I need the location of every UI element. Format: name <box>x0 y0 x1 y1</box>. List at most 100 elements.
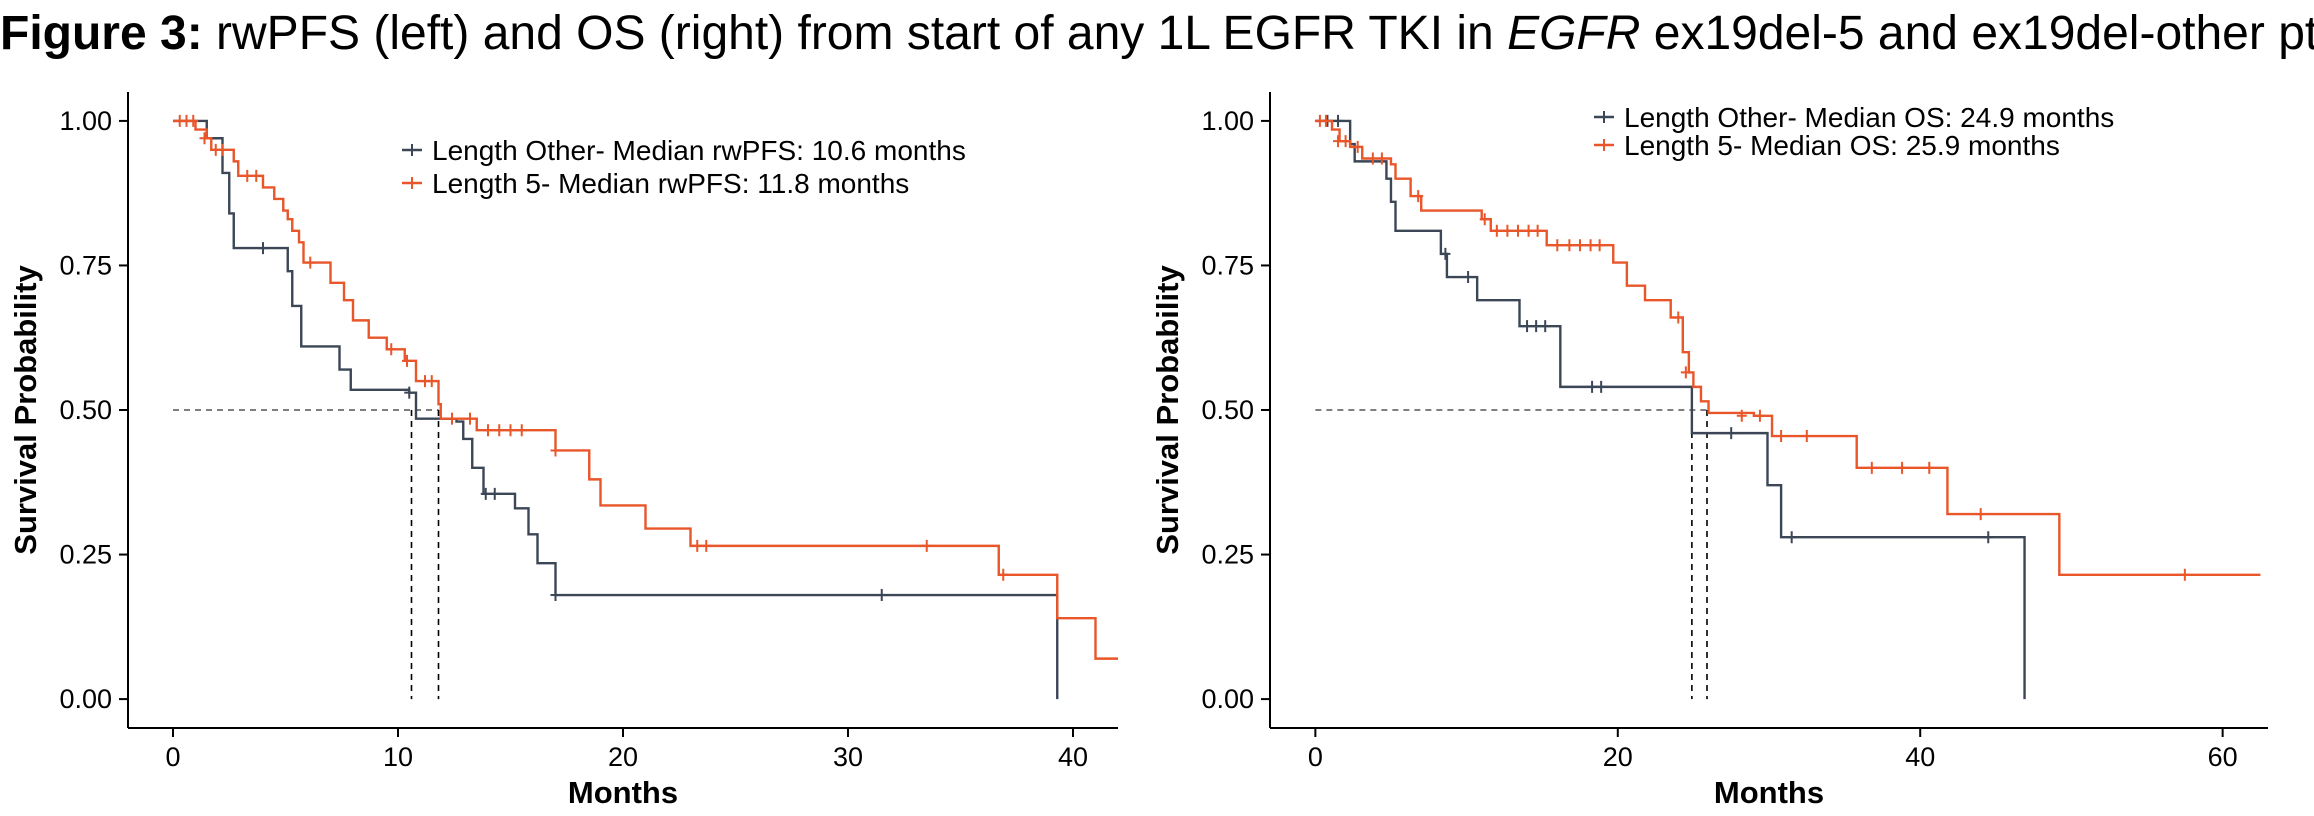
os-censor-mark-five <box>1367 152 1378 165</box>
figure-text-b: ex19del-5 and ex19del-other pts <box>1640 7 2314 60</box>
os-censor-mark-five <box>1512 224 1523 237</box>
rwpfs-censor-mark-other <box>489 487 500 500</box>
rwpfs-x-tick-label: 10 <box>383 742 413 772</box>
os-censor-mark-five <box>1866 461 1877 474</box>
os-censor-mark-five <box>1776 430 1787 443</box>
rwpfs-censor-mark-other <box>876 589 887 602</box>
os-censor-mark-five <box>1532 224 1543 237</box>
os-curve-other <box>1315 119 2026 700</box>
os-y-tick-label: 0.75 <box>1201 250 1254 280</box>
os-censor-mark-five <box>1376 152 1387 165</box>
os-censor-mark-five <box>1413 190 1424 203</box>
rwpfs-x-tick-label: 40 <box>1058 742 1088 772</box>
os-censor-mark-five <box>1754 409 1765 422</box>
rwpfs-censor-mark-five <box>305 256 316 269</box>
os-censor-mark-other <box>1983 531 1994 544</box>
os-censor-mark-other <box>1786 531 1797 544</box>
rwpfs-censor-mark-five <box>550 444 561 457</box>
os-x-tick-label: 40 <box>1905 742 1935 772</box>
rwpfs-censor-mark-five <box>516 424 527 437</box>
os-censor-mark-five <box>1680 366 1691 379</box>
os-censor-mark-other <box>1463 271 1474 284</box>
os-censor-mark-five <box>1352 140 1363 153</box>
rwpfs-censor-mark-five <box>465 412 475 425</box>
rwpfs-censor-mark-five <box>505 424 516 437</box>
os-censor-mark-five <box>1502 224 1513 237</box>
rwpfs-y-tick-label: 0.00 <box>59 684 112 714</box>
os-legend-label: Length Other- Median OS: 24.9 months <box>1624 102 2114 133</box>
rwpfs-censor-mark-five <box>483 424 493 437</box>
os-x-axis-title: Months <box>1714 775 1824 810</box>
rwpfs-censor-mark-five <box>242 169 253 182</box>
rwpfs-censor-mark-five <box>701 539 712 552</box>
os-y-axis-title: Survival Probability <box>1150 265 1185 555</box>
os-y-tick-label: 0.50 <box>1201 395 1254 425</box>
rwpfs-censor-mark-other <box>404 386 415 399</box>
rwpfs-censor-mark-five <box>199 132 210 145</box>
os-censor-mark-five <box>1897 461 1908 474</box>
rwpfs-censor-mark-five <box>386 343 397 356</box>
figure-title: Figure 3: rwPFS (left) and OS (right) fr… <box>0 6 2314 61</box>
rwpfs-y-tick-label: 0.75 <box>59 250 112 280</box>
rwpfs-censor-mark-five <box>426 375 437 388</box>
rwpfs-y-tick-label: 0.25 <box>59 540 112 570</box>
os-censor-mark-five <box>1340 135 1351 148</box>
rwpfs-x-tick-label: 30 <box>833 742 863 772</box>
rwpfs-censor-mark-other <box>258 242 268 255</box>
os-censor-mark-other <box>1726 427 1737 440</box>
os-y-tick-label: 1.00 <box>1201 106 1254 136</box>
os-censor-mark-other <box>1333 114 1344 127</box>
os-censor-mark-five <box>1491 224 1502 237</box>
rwpfs-x-tick-label: 0 <box>165 742 180 772</box>
os-censor-mark-five <box>1523 224 1534 237</box>
rwpfs-censor-mark-other <box>550 589 561 602</box>
os-censor-mark-five <box>1924 461 1935 474</box>
os-y-tick-label: 0.25 <box>1201 540 1254 570</box>
os-censor-mark-five <box>1975 508 1986 521</box>
os-x-tick-label: 60 <box>2208 742 2238 772</box>
rwpfs-y-axis-title: Survival Probability <box>8 265 43 555</box>
os-censor-mark-other <box>1596 380 1607 393</box>
os-y-tick-label: 0.00 <box>1201 684 1254 714</box>
rwpfs-legend-label: Length Other- Median rwPFS: 10.6 months <box>432 135 966 166</box>
os-censor-mark-five <box>1736 409 1747 422</box>
os-censor-mark-other <box>1587 380 1598 393</box>
figure-gene: EGFR <box>1507 7 1641 60</box>
rwpfs-legend-label: Length 5- Median rwPFS: 11.8 months <box>432 168 909 199</box>
rwpfs-x-axis-title: Months <box>568 775 678 810</box>
rwpfs-censor-mark-five <box>251 169 262 182</box>
figure-text-a: rwPFS (left) and OS (right) from start o… <box>202 7 1508 60</box>
rwpfs-censor-mark-five <box>188 114 199 127</box>
rwpfs-y-tick-label: 1.00 <box>59 106 112 136</box>
rwpfs-censor-mark-five <box>447 412 457 425</box>
rwpfs-censor-mark-five <box>998 568 1009 581</box>
os-censor-mark-five <box>1801 430 1812 443</box>
rwpfs-y-tick-label: 0.50 <box>59 395 112 425</box>
rwpfs-x-tick-label: 20 <box>608 742 638 772</box>
os-censor-mark-five <box>1552 239 1563 252</box>
os-curve-five <box>1315 119 2261 576</box>
os-censor-mark-five <box>1564 239 1575 252</box>
os-x-tick-label: 20 <box>1603 742 1633 772</box>
os-censor-mark-other <box>1440 247 1451 260</box>
figure-label: Figure 3: <box>0 7 203 60</box>
rwpfs-censor-mark-five <box>402 354 412 367</box>
os-censor-mark-other <box>1540 320 1551 333</box>
rwpfs-censor-mark-five <box>921 539 932 552</box>
os-legend-label: Length 5- Median OS: 25.9 months <box>1624 130 2060 161</box>
os-censor-mark-five <box>1585 239 1596 252</box>
os-censor-mark-other <box>1522 320 1533 333</box>
os-censor-mark-five <box>1479 213 1490 226</box>
os-censor-mark-five <box>1574 239 1585 252</box>
os-censor-mark-five <box>2179 568 2190 581</box>
rwpfs-censor-mark-five <box>692 539 703 552</box>
os-censor-mark-five <box>1594 239 1605 252</box>
os-censor-mark-five <box>1320 114 1331 127</box>
rwpfs-censor-mark-other <box>480 487 491 500</box>
rwpfs-censor-mark-five <box>217 143 228 156</box>
os-censor-mark-five <box>1673 311 1684 324</box>
os-censor-mark-other <box>1531 320 1542 333</box>
os-x-tick-label: 0 <box>1308 742 1323 772</box>
